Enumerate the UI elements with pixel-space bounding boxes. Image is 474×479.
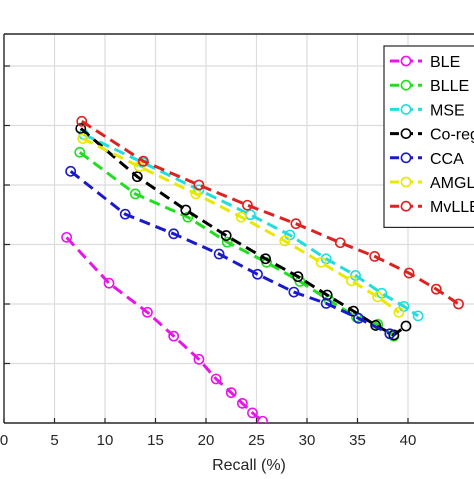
legend: BLE BLLE MSE Co-reg CCA AMGL MvLLE — [383, 45, 474, 228]
legend-swatch-marker — [400, 200, 412, 212]
data-point — [370, 320, 382, 331]
data-point — [193, 353, 205, 365]
legend-label: MvLLE — [430, 199, 474, 216]
data-point — [348, 305, 359, 317]
data-point — [260, 253, 271, 265]
data-point — [242, 199, 253, 211]
data-point — [288, 286, 300, 298]
data-point — [292, 271, 304, 283]
legend-item: MSE — [390, 102, 465, 119]
data-point — [453, 298, 464, 310]
data-point — [129, 188, 141, 200]
data-point — [65, 165, 77, 177]
x-tick-label: 35 — [349, 432, 366, 449]
data-point — [119, 208, 131, 220]
series-cca — [65, 165, 396, 340]
data-point — [412, 310, 424, 322]
legend-swatch-marker — [400, 176, 412, 188]
data-point — [77, 133, 89, 144]
data-point — [220, 230, 232, 241]
data-point — [384, 328, 396, 340]
data-point — [236, 397, 248, 409]
axis-layer — [3, 33, 474, 424]
series-mvlle — [76, 115, 464, 310]
data-point — [393, 306, 405, 318]
legend-label: MSE — [430, 102, 465, 119]
x-tick-label: 0 — [0, 432, 8, 449]
x-tick-label: 15 — [147, 432, 164, 449]
data-point — [210, 373, 222, 385]
x-tick-label: 20 — [198, 432, 215, 449]
legend-label: BLE — [430, 54, 460, 71]
data-point — [334, 237, 346, 249]
data-point — [213, 248, 225, 260]
data-point — [279, 235, 291, 247]
data-point — [193, 179, 205, 191]
legend-label: Co-reg — [430, 127, 474, 144]
x-axis-label: Recall (%) — [212, 457, 286, 474]
series-amgl — [77, 133, 405, 318]
data-point — [247, 407, 258, 419]
data-point — [320, 298, 332, 309]
data-point — [75, 123, 87, 134]
data-point — [257, 415, 268, 423]
data-point — [372, 291, 384, 303]
data-point — [235, 211, 247, 223]
data-point — [252, 268, 263, 280]
series-line — [69, 170, 391, 336]
data-point — [290, 218, 302, 230]
data-point — [180, 204, 192, 216]
data-point — [225, 387, 237, 399]
data-point — [353, 312, 364, 324]
data-point — [403, 267, 415, 279]
data-point — [76, 115, 88, 127]
legend-item: Co-reg — [390, 127, 474, 144]
data-point — [103, 277, 115, 289]
legend-box — [383, 45, 474, 228]
data-point — [346, 275, 357, 287]
legend-item: BLE — [390, 54, 460, 71]
data-point — [400, 320, 412, 332]
data-point — [137, 155, 149, 167]
x-tick-label: 5 — [50, 432, 58, 449]
x-tick-label: 40 — [400, 432, 417, 449]
data-point — [245, 209, 256, 221]
legend-swatch-marker — [400, 79, 412, 91]
data-point — [430, 283, 442, 295]
legend-item: BLLE — [390, 78, 469, 95]
legend-swatch-marker — [400, 55, 412, 67]
data-point — [142, 306, 153, 318]
legend-swatch-marker — [400, 104, 412, 115]
legend-item: MvLLE — [390, 199, 474, 216]
x-tick-label: 25 — [248, 432, 265, 449]
legend-label: CCA — [430, 151, 464, 168]
x-tick-label: 30 — [299, 432, 316, 449]
series-ble — [61, 231, 277, 436]
data-point — [268, 427, 277, 436]
legend-label: BLLE — [430, 78, 469, 95]
data-point — [61, 231, 73, 243]
legend-item: AMGL — [390, 175, 474, 192]
data-point — [369, 250, 381, 262]
series-line — [82, 137, 400, 314]
data-point — [168, 228, 180, 240]
legend-swatch-marker — [400, 128, 412, 139]
legend-item: CCA — [390, 151, 464, 168]
data-point — [221, 236, 233, 248]
series-line — [80, 120, 460, 306]
series-co-reg — [75, 123, 412, 341]
legend-swatch-marker — [400, 152, 412, 164]
tick-layer: 0 5 10 15 20 25 30 35 40 — [0, 65, 417, 449]
series-line — [83, 133, 419, 318]
legend-label: AMGL — [430, 175, 474, 192]
data-point — [74, 146, 86, 158]
data-point — [315, 256, 327, 268]
x-tick-label: 10 — [97, 432, 114, 449]
series-layer — [61, 115, 464, 436]
data-point — [131, 171, 143, 183]
data-point — [168, 330, 180, 342]
